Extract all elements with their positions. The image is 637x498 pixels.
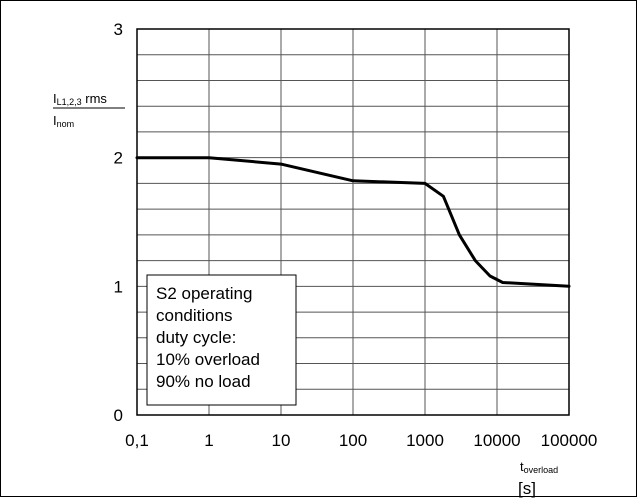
x-tick-label: 10000 — [473, 431, 520, 450]
series-line-0 — [135, 156, 571, 288]
annotation-line-2: conditions — [156, 306, 233, 325]
annotation-box: S2 operating conditions duty cycle: 10% … — [146, 274, 297, 406]
x-tick-label: 100000 — [541, 431, 598, 450]
x-tick-label: 0,1 — [125, 431, 149, 450]
y-tick-label: 3 — [114, 20, 123, 39]
x-label-sub: overload — [524, 465, 559, 475]
annotation-line-1: S2 operating — [156, 284, 252, 303]
x-tick-label: 1000 — [406, 431, 444, 450]
x-label-main: toverload — [520, 459, 558, 475]
annotation-border — [146, 274, 297, 406]
y-axis-label: IL1,2,3 rms Inom — [53, 91, 125, 129]
y-label-denominator: Inom — [53, 113, 74, 129]
plot-border — [136, 28, 570, 416]
annotation-line-4: 10% overload — [156, 350, 260, 369]
y-tick-label: 1 — [114, 277, 123, 296]
y-label-den-main: I — [53, 113, 57, 128]
annotation-line-5: 90% no load — [156, 372, 251, 391]
y-label-num-sub: L1,2,3 — [57, 97, 82, 107]
y-label-den-sub: nom — [57, 119, 75, 129]
series-layer — [135, 156, 571, 288]
annotation-line-3: duty cycle: — [156, 328, 236, 347]
x-tick-label: 1 — [204, 431, 213, 450]
y-tick-label: 2 — [114, 149, 123, 168]
x-tick-label: 10 — [272, 431, 291, 450]
y-label-numerator: IL1,2,3 rms — [53, 91, 107, 107]
y-label-num-main: I — [53, 91, 57, 106]
x-axis-label: toverload [s] — [518, 459, 558, 498]
x-label-unit: [s] — [518, 479, 536, 498]
axes — [136, 28, 570, 416]
x-tick-label: 100 — [339, 431, 367, 450]
tick-labels: 0,1 1 10 100 1000 10000 100000 0 1 2 3 — [114, 20, 598, 450]
x-label-t: t — [520, 459, 524, 474]
y-label-num-suffix: rms — [82, 91, 108, 106]
y-tick-label: 0 — [114, 406, 123, 425]
